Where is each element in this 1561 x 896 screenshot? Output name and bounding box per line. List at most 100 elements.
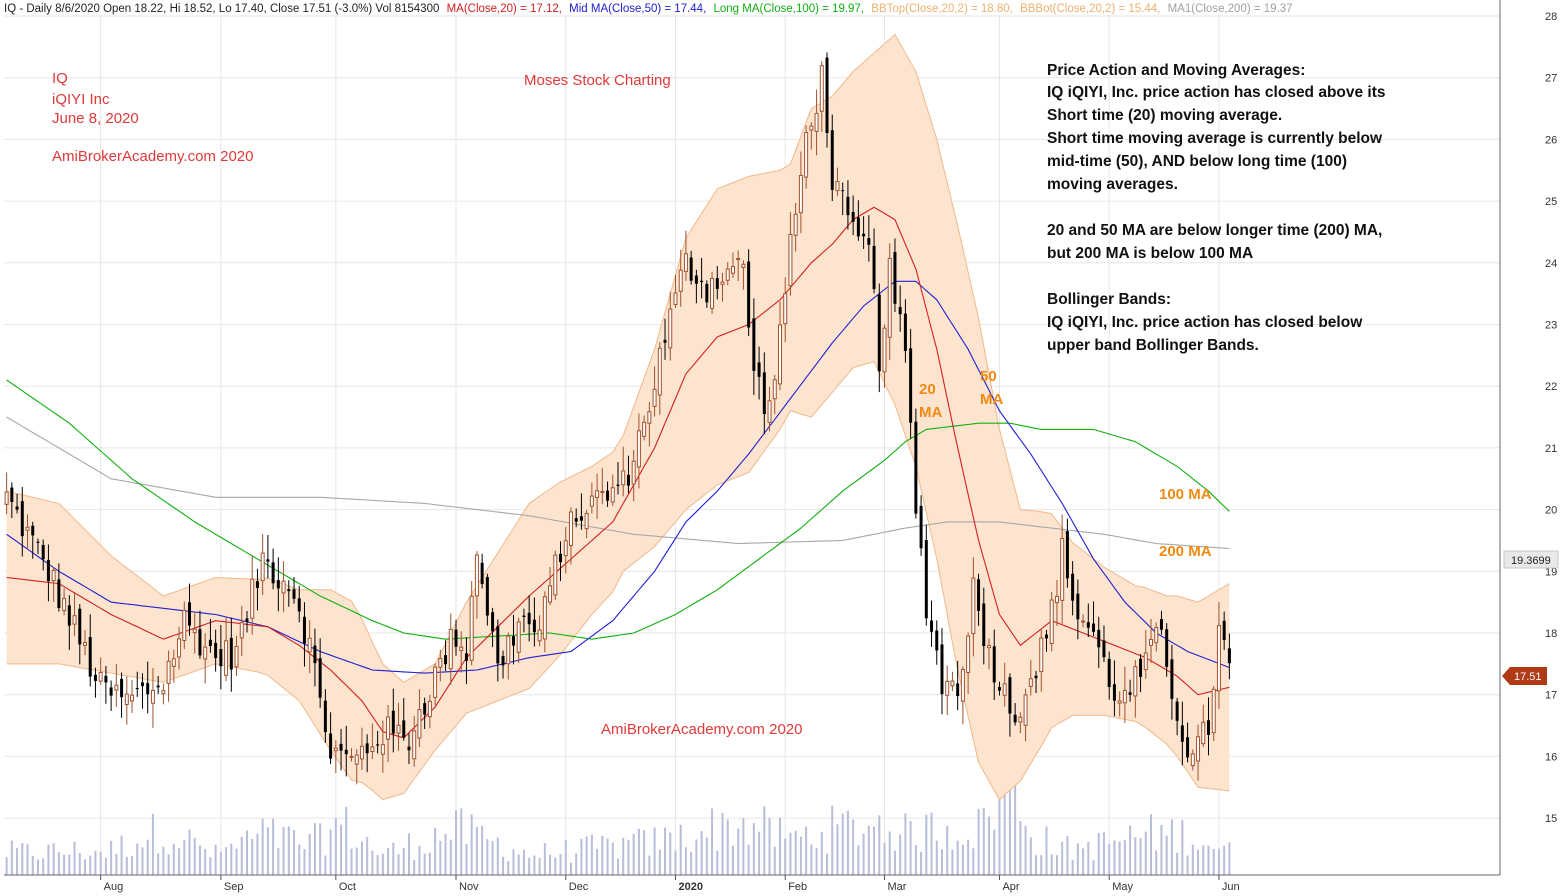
candle-body-down (229, 637, 233, 670)
volume-bar (549, 854, 552, 875)
candle-body-down (1092, 623, 1096, 632)
candle-body-down (747, 261, 751, 328)
volume-bar (444, 834, 447, 875)
candle-body-down (830, 130, 834, 190)
candle-body-down (1071, 573, 1075, 601)
candle-body-down (903, 313, 907, 351)
candle-body-up (281, 580, 286, 594)
volume-bar (559, 853, 562, 875)
candle-body-up (987, 644, 992, 649)
volume-bar (768, 817, 771, 875)
candle-body-down (46, 559, 50, 582)
candle-body-down (893, 252, 897, 304)
candle-body-up (234, 645, 239, 668)
candle-body-down (689, 257, 693, 281)
volume-bar (946, 825, 949, 875)
candle-body-down (146, 683, 150, 695)
volume-bar (935, 840, 938, 875)
volume-bar (235, 848, 238, 875)
volume-bar (711, 808, 714, 875)
candle-body-down (297, 598, 301, 612)
volume-bar (590, 834, 593, 875)
candle-body-down (1112, 684, 1116, 701)
candle-body-up (971, 577, 976, 635)
volume-bar (52, 843, 55, 875)
candle-body-up (720, 281, 725, 285)
candle-body-down (997, 687, 1001, 691)
candle-body-down (663, 339, 667, 343)
volume-bar (1024, 825, 1027, 875)
note-ticker: IQ (52, 70, 68, 87)
volume-bar (31, 855, 34, 875)
candle-body-down (909, 348, 913, 423)
candle-body-up (72, 615, 77, 625)
volume-bar (99, 851, 102, 875)
volume-bar (125, 856, 128, 875)
candle-body-up (239, 622, 244, 639)
note-site-bottom: AmiBrokerAcademy.com 2020 (601, 721, 802, 738)
candle-body-down (271, 562, 275, 584)
candle-body-up (642, 421, 647, 437)
candle-body-up (1054, 595, 1059, 604)
volume-bar (355, 847, 358, 875)
commentary-line-6: moving averages. (1047, 176, 1178, 193)
volume-bar (345, 806, 348, 875)
volume-bar (157, 853, 160, 875)
candle-body-down (339, 743, 343, 751)
volume-bar (878, 815, 881, 875)
volume-bar (298, 844, 301, 875)
header-indicator-ma20: MA(Close,20) = 17.12, (447, 3, 562, 15)
candle-body-up (568, 511, 573, 546)
volume-bar (507, 861, 510, 875)
volume-bar (538, 857, 541, 875)
volume-bar (360, 841, 363, 875)
volume-bar (178, 848, 181, 875)
candle-body-up (114, 684, 119, 691)
bollinger-band-fill (6, 34, 1230, 800)
candle-body-up (192, 628, 197, 634)
volume-bar (381, 853, 384, 875)
y-tick-label: 26 (1545, 134, 1557, 146)
candle-body-up (354, 754, 359, 765)
candle-body-up (1049, 599, 1054, 645)
volume-bar (575, 853, 578, 875)
candle-body-up (359, 745, 364, 760)
volume-bar (564, 839, 567, 875)
label-ma50-ma: MA (980, 391, 1003, 408)
candle-body-up (370, 746, 375, 752)
candle-body-up (1023, 694, 1028, 726)
volume-bar (251, 839, 254, 875)
candle-body-up (960, 668, 965, 702)
volume-bar (83, 859, 86, 875)
volume-bar (852, 819, 855, 875)
volume-bar (653, 827, 656, 875)
candle-body-down (862, 233, 866, 237)
volume-bar (1118, 841, 1121, 875)
candle-body-up (182, 609, 187, 641)
candle-body-up (589, 495, 594, 507)
volume-bar (434, 827, 437, 875)
volume-bar (873, 826, 876, 875)
candle-body-down (935, 630, 939, 651)
label-ma20-ma: MA (919, 404, 942, 421)
volume-bar (73, 841, 76, 875)
candle-body-up (819, 65, 824, 112)
header-indicator-bbtop: BBTop(Close,20,2) = 18.80, (871, 3, 1013, 15)
candle-body-up (62, 598, 67, 612)
candle-body-up (683, 253, 688, 273)
price-tag-ma200-box (1503, 550, 1559, 569)
header-indicator-bbbot: BBBot(Close,20,2) = 15.44, (1020, 3, 1160, 15)
volume-bar (491, 840, 494, 875)
volume-bar (10, 840, 13, 875)
volume-bar (1055, 855, 1058, 875)
candle-body-up (380, 744, 385, 755)
volume-bar (993, 829, 996, 875)
candle-body-up (835, 181, 840, 192)
volume-bar (554, 857, 557, 875)
volume-bar (1150, 814, 1153, 875)
candle-body-up (945, 680, 950, 696)
volume-bar (1108, 843, 1111, 875)
candle-body-up (621, 470, 626, 486)
volume-bar (1035, 855, 1038, 875)
volume-bar (862, 833, 865, 875)
